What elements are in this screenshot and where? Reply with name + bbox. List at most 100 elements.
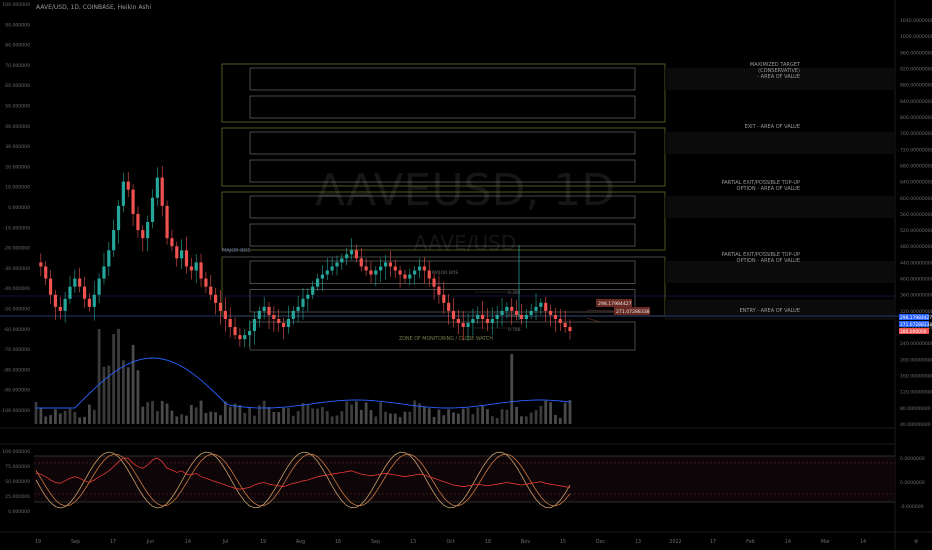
volume-bar: [437, 409, 441, 424]
candle: [180, 250, 184, 259]
volume-bar: [199, 400, 203, 424]
zone-inner-box: [249, 131, 636, 155]
volume-bar: [311, 408, 315, 424]
zone-label-band: [665, 68, 895, 90]
candle: [281, 323, 286, 328]
candle: [437, 286, 441, 295]
right-price-tick: 840.00000000: [900, 99, 932, 105]
zone-inner-box: [249, 289, 636, 313]
zone-inner-box: [249, 195, 636, 219]
right-price-tick: 80.00000000: [900, 406, 931, 412]
volume-bar: [272, 411, 276, 424]
volume-bar: [180, 414, 184, 424]
volume-bar: [379, 402, 383, 424]
volume-bar: [185, 415, 188, 424]
candle: [53, 294, 58, 307]
right-price-tick: 400.00000000: [900, 277, 932, 283]
volume-bar: [54, 409, 57, 424]
volume-bar: [204, 413, 208, 424]
candle: [267, 306, 271, 315]
left-price-tick: 10.000000: [5, 185, 30, 191]
candle: [107, 250, 111, 267]
time-tick: Aug: [296, 539, 305, 545]
osc-left-tick: 100.000000: [2, 449, 30, 455]
candle: [238, 335, 242, 340]
right-price-tick: 520.00000000: [900, 228, 932, 234]
volume-bar: [534, 410, 538, 424]
zone-inner-box: [249, 260, 636, 284]
left-price-tick: -90.000000: [4, 388, 31, 394]
volume-bar: [393, 413, 397, 424]
zone-box: [221, 191, 666, 251]
right-price-tick: 320.00000000: [900, 309, 932, 315]
candle: [335, 262, 339, 267]
volume-bar: [63, 410, 67, 424]
candle: [432, 278, 436, 287]
osc-right-tick: 0.0000000: [900, 456, 925, 462]
volume-bar: [335, 415, 339, 424]
volume-bar: [486, 409, 489, 424]
right-price-tick: 680.00000000: [900, 163, 932, 169]
right-price-tick: 160.00000000: [900, 374, 932, 380]
candle: [393, 266, 397, 271]
volume-bar: [413, 400, 417, 424]
zone-label: OPTION - AREA OF VALUE: [737, 186, 800, 192]
time-tick: 17: [110, 539, 116, 545]
candle: [515, 310, 519, 315]
volume-bar: [563, 402, 567, 424]
candle: [204, 278, 208, 287]
right-price-tick: 360.00000000: [900, 293, 932, 299]
candle: [306, 294, 310, 299]
candle: [320, 274, 325, 279]
right-price-tick: 240.00000000: [900, 341, 932, 347]
candle: [471, 318, 475, 323]
fib-label: 0.786: [508, 327, 521, 333]
left-price-tick: -60.000000: [4, 327, 31, 333]
candle: [262, 306, 266, 311]
osc-right-tick: -0.000000: [900, 504, 924, 510]
volume-bar: [131, 344, 135, 424]
right-price-tick: 800.00000000: [900, 115, 932, 121]
volume-bar: [44, 416, 48, 424]
zone-box: [221, 63, 666, 123]
candle: [73, 278, 77, 287]
zone-label: MAXIMIZED TARGET: [750, 62, 801, 68]
candle: [257, 310, 261, 319]
volume-bar: [78, 417, 82, 424]
volume-bar: [223, 401, 227, 424]
candle: [78, 278, 82, 287]
volume-bar: [524, 416, 528, 424]
candle: [48, 278, 53, 295]
left-price-tick: 60.000000: [5, 83, 30, 89]
volume-bar: [427, 408, 431, 424]
candle: [529, 310, 533, 315]
volume-bar: [456, 413, 460, 424]
stoch-band: [34, 456, 895, 502]
osc-left-tick: 50.000000: [5, 479, 30, 485]
right-price-tick: 1000.00000000: [900, 34, 932, 40]
volume-bar: [287, 407, 290, 424]
left-price-tick: 100.000000: [2, 2, 30, 8]
time-tick: 14: [785, 539, 791, 545]
zone-label: ENTRY - AREA OF VALUE: [740, 308, 801, 314]
annotation-major-bos: MAJOR BOS: [432, 270, 458, 276]
left-price-tick: -80.000000: [4, 367, 31, 373]
right-price-tag: [899, 328, 929, 334]
volume-bar: [568, 400, 572, 424]
candle: [354, 250, 358, 259]
right-price-tick: 40.00000000: [900, 422, 931, 428]
candle: [286, 318, 291, 328]
left-price-tick: 0.000000: [8, 205, 30, 211]
volume-bar: [355, 401, 358, 424]
volume-bar: [325, 411, 329, 424]
volume-bar: [126, 367, 130, 424]
osc-left-tick: 75.000000: [5, 464, 30, 470]
candle: [68, 286, 72, 299]
candle: [311, 286, 315, 295]
volume-bar: [214, 412, 218, 424]
zone-label-band: [665, 132, 895, 154]
candle: [451, 310, 456, 319]
volume-bar: [282, 407, 285, 424]
candle: [184, 250, 189, 267]
